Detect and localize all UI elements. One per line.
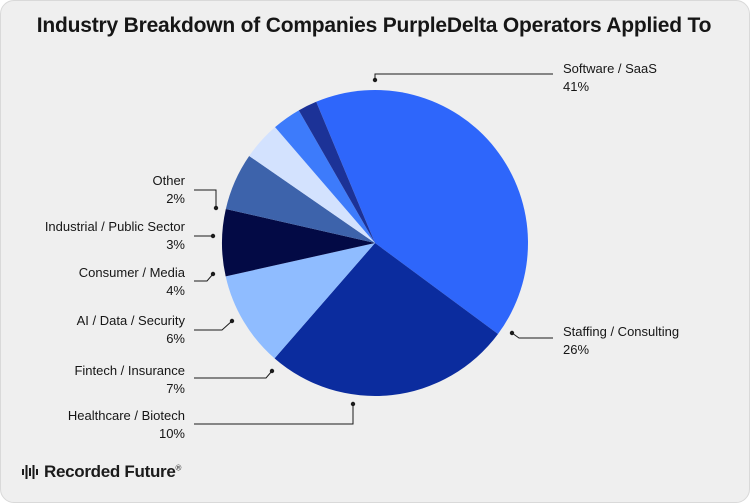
value-label-industrial-public-sector: 3% bbox=[166, 237, 185, 252]
leader-line-staffing-consulting bbox=[511, 332, 553, 339]
label-consumer-media: Consumer / Media bbox=[79, 265, 186, 280]
leader-dot-staffing-consulting bbox=[509, 330, 515, 336]
label-other: Other bbox=[152, 173, 185, 188]
leader-dot-other bbox=[213, 205, 219, 211]
leader-dot-healthcare-biotech bbox=[350, 401, 356, 407]
slice-healthcare-biotech bbox=[225, 243, 375, 359]
slice-software-saas bbox=[316, 90, 528, 334]
leader-line-other bbox=[194, 189, 217, 208]
value-label-other: 2% bbox=[166, 191, 185, 206]
label-industrial-public-sector: Industrial / Public Sector bbox=[45, 219, 186, 234]
leader-dot-software-saas bbox=[372, 77, 378, 83]
leader-line-software-saas bbox=[374, 73, 553, 80]
leader-line-healthcare-biotech bbox=[194, 404, 354, 425]
label-staffing-consulting: Staffing / Consulting bbox=[563, 324, 679, 339]
slice-other bbox=[298, 101, 375, 243]
brand-logo: Recorded Future® bbox=[22, 462, 181, 482]
leader-dot-industrial-public-sector bbox=[210, 233, 216, 239]
slice-staffing-consulting bbox=[274, 243, 498, 396]
value-label-staffing-consulting: 26% bbox=[563, 342, 589, 357]
value-label-consumer-media: 4% bbox=[166, 283, 185, 298]
label-healthcare-biotech: Healthcare / Biotech bbox=[68, 408, 185, 423]
label-ai-data-security: AI / Data / Security bbox=[77, 313, 186, 328]
leader-dot-consumer-media bbox=[210, 271, 216, 277]
slice-industrial-public-sector bbox=[275, 110, 375, 243]
brand-registered-mark: ® bbox=[175, 463, 182, 473]
label-fintech-insurance: Fintech / Insurance bbox=[74, 363, 185, 378]
brand-name: Recorded Future® bbox=[44, 462, 182, 481]
leader-line-fintech-insurance bbox=[194, 370, 273, 379]
slice-ai-data-security bbox=[225, 155, 375, 243]
chart-title: Industry Breakdown of Companies PurpleDe… bbox=[36, 14, 712, 37]
value-label-ai-data-security: 6% bbox=[166, 331, 185, 346]
value-label-healthcare-biotech: 10% bbox=[159, 426, 185, 441]
slice-labels: Software / SaaS 41% Staffing / Consulting 2… bbox=[45, 61, 679, 441]
leader-line-consumer-media bbox=[194, 273, 214, 282]
recorded-future-logo-icon bbox=[22, 465, 38, 479]
label-software-saas: Software / SaaS bbox=[563, 61, 657, 76]
leader-dot-ai-data-security bbox=[229, 318, 235, 324]
leader-dot-fintech-insurance bbox=[269, 368, 275, 374]
value-label-fintech-insurance: 7% bbox=[166, 381, 185, 396]
slice-fintech-insurance bbox=[221, 208, 375, 277]
slice-consumer-media bbox=[249, 127, 375, 243]
value-label-software-saas: 41% bbox=[563, 79, 589, 94]
leader-line-ai-data-security bbox=[194, 320, 233, 331]
pie-slices bbox=[221, 90, 528, 396]
